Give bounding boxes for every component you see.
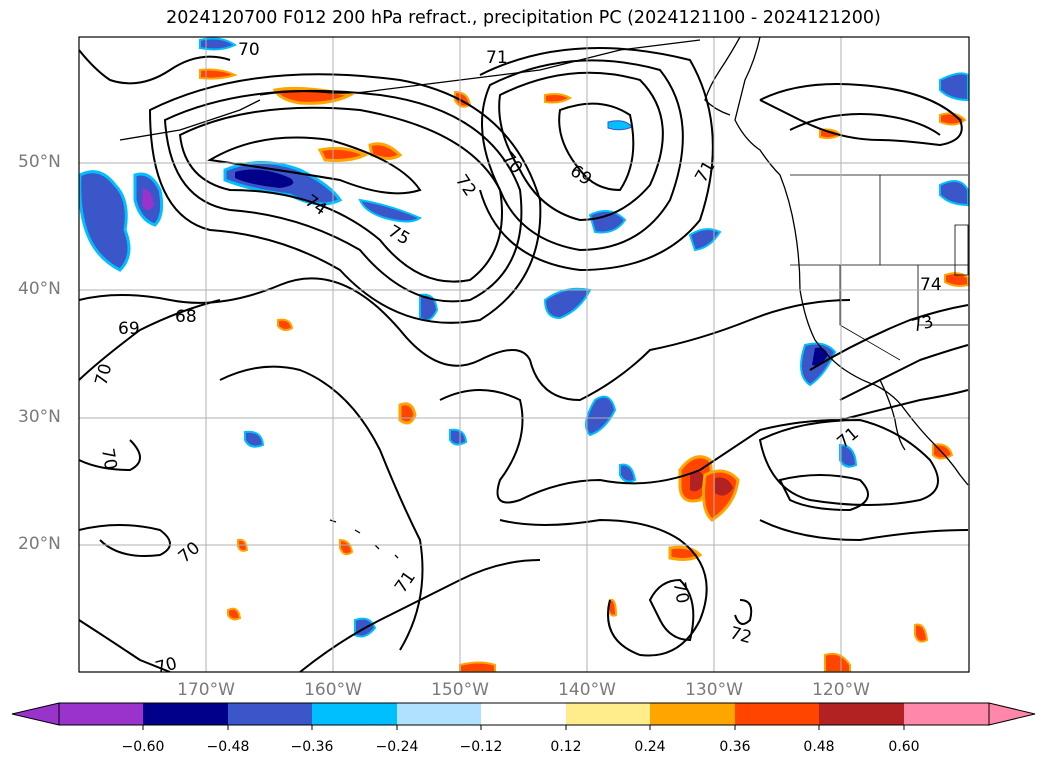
precip-negative-blobs (79, 37, 969, 638)
contour-label: 71 (486, 48, 508, 68)
lon-label: 170°W (177, 680, 235, 700)
colorbar-tick-label: −0.12 (459, 739, 503, 755)
graticule (79, 37, 969, 672)
colorbar-tick-label: 0.48 (803, 739, 835, 755)
contour-label: 68 (175, 307, 197, 327)
lon-label: 150°W (431, 680, 489, 700)
lon-label: 120°W (812, 680, 870, 700)
contour-label: 70 (238, 40, 260, 60)
map-frame (78, 36, 970, 673)
colorbar-tick-label: −0.24 (375, 739, 419, 755)
contour-label: 74 (920, 275, 942, 295)
lat-label: 20°N (18, 534, 61, 554)
lat-label: 30°N (18, 407, 61, 427)
colorbar-tick-label: −0.36 (290, 739, 334, 755)
contour-label: 69 (118, 319, 140, 339)
refractivity-contours (79, 47, 969, 672)
contour-label: 70 (97, 447, 120, 472)
contour-label: 70 (669, 580, 692, 605)
colorbar-tick-label: −0.60 (121, 739, 165, 755)
colorbar-tick-label: 0.60 (888, 739, 920, 755)
lat-label: 40°N (18, 279, 61, 299)
colorbar-tick-label: 0.24 (634, 739, 666, 755)
contour-label: 70 (153, 654, 179, 679)
lat-label: 50°N (18, 152, 61, 172)
lon-label: 160°W (304, 680, 362, 700)
colorbar-tick-label: 0.12 (550, 739, 582, 755)
colorbar (11, 702, 1036, 730)
colorbar-tick-label: 0.36 (719, 739, 751, 755)
lon-label: 130°W (685, 680, 743, 700)
lon-label: 140°W (558, 680, 616, 700)
colorbar-tick-label: −0.48 (206, 739, 250, 755)
map-title: 2024120700 F012 200 hPa refract., precip… (166, 8, 881, 28)
borders (790, 174, 969, 361)
